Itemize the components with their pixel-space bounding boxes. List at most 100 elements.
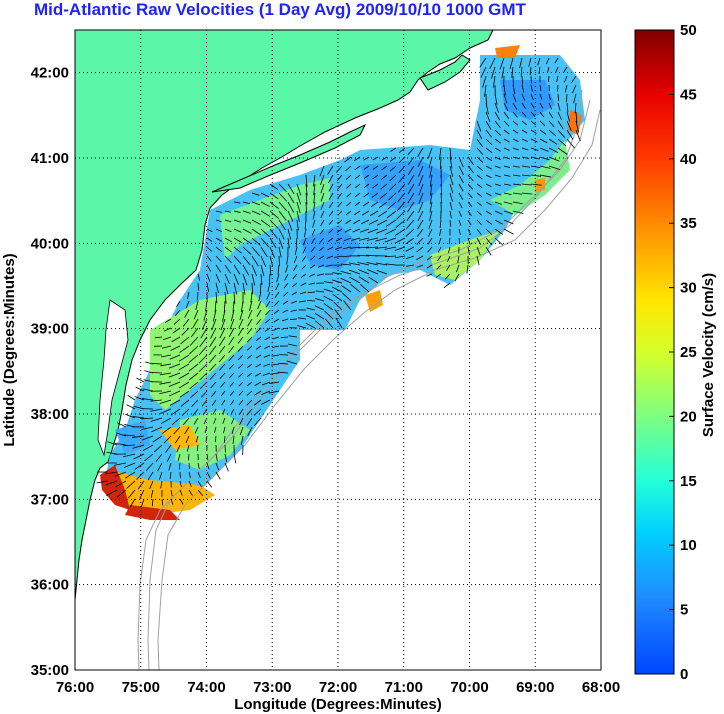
velocity-arrow	[278, 219, 286, 231]
velocity-arrow	[180, 399, 190, 407]
velocity-arrow	[296, 210, 300, 222]
velocity-arrow	[503, 120, 510, 127]
velocity-arrow	[458, 174, 464, 184]
velocity-arrow	[418, 174, 424, 187]
velocity-arrow	[354, 165, 361, 171]
velocity-arrow	[160, 480, 163, 489]
y-tick-labels: 42:00 41:00 40:00 39:00 38:00 37:00 36:00 35:00	[31, 65, 69, 679]
velocity-arrow	[251, 210, 261, 215]
velocity-arrow	[476, 246, 481, 256]
velocity-arrow	[174, 309, 181, 316]
velocity-arrow	[354, 174, 361, 180]
velocity-arrow	[233, 201, 241, 204]
velocity-arrow	[247, 318, 253, 327]
velocity-arrow	[136, 377, 145, 383]
velocity-arrow	[503, 210, 514, 215]
velocity-arrow	[566, 138, 575, 149]
velocity-arrow	[260, 201, 270, 207]
velocity-arrow	[233, 453, 237, 464]
velocity-arrow	[428, 219, 433, 229]
velocity-arrow	[278, 228, 285, 240]
velocity-arrow	[379, 192, 388, 199]
velocity-arrow	[159, 399, 172, 404]
velocity-arrow	[479, 57, 487, 68]
velocity-arrow	[458, 183, 464, 192]
velocity-arrow	[213, 417, 217, 424]
velocity-arrow	[485, 183, 492, 187]
velocity-arrow	[145, 462, 154, 471]
velocity-arrow	[466, 264, 469, 274]
velocity-arrow	[269, 201, 279, 210]
velocity-arrow	[315, 290, 325, 293]
velocity-arrow	[494, 210, 503, 215]
velocity-arrow	[160, 417, 172, 424]
velocity-arrow	[292, 282, 298, 288]
velocity-arrow	[163, 435, 172, 444]
velocity-arrow	[147, 471, 154, 481]
velocity-arrow	[557, 102, 561, 111]
velocity-arrow	[246, 399, 253, 406]
velocity-arrow	[233, 291, 236, 304]
velocity-arrow	[320, 210, 325, 218]
velocity-arrow	[476, 174, 483, 180]
velocity-arrow	[224, 291, 227, 304]
velocity-arrow	[557, 129, 566, 138]
velocity-arrow	[314, 320, 325, 329]
velocity-arrow	[135, 386, 145, 392]
velocity-arrow	[246, 345, 253, 351]
velocity-arrow	[521, 111, 527, 117]
velocity-arrow	[132, 444, 145, 449]
velocity-arrow	[251, 264, 258, 277]
velocity-arrow	[530, 138, 538, 143]
velocity-arrow	[229, 381, 235, 387]
velocity-arrow	[332, 286, 343, 293]
velocity-arrow	[224, 228, 232, 233]
velocity-arrow	[320, 183, 325, 194]
velocity-arrow	[341, 292, 352, 302]
velocity-arrow	[215, 210, 222, 213]
velocity-arrow	[503, 147, 510, 151]
velocity-arrow	[251, 273, 256, 286]
velocity-arrow	[332, 279, 343, 284]
velocity-arrow	[153, 444, 163, 453]
velocity-arrow	[190, 327, 199, 338]
velocity-arrow	[440, 192, 443, 204]
velocity-arrow	[467, 192, 473, 199]
velocity-arrow	[171, 417, 181, 426]
velocity-arrow	[242, 255, 251, 266]
velocity-arrow	[307, 291, 316, 293]
velocity-arrow	[512, 165, 520, 168]
velocity-arrow	[287, 351, 298, 356]
velocity-arrow	[132, 435, 145, 438]
velocity-arrow	[150, 399, 163, 402]
cape-cod	[419, 54, 471, 91]
velocity-arrow	[251, 201, 261, 206]
colorbar	[634, 29, 675, 675]
velocity-arrow	[566, 102, 569, 113]
velocity-arrow	[467, 210, 472, 217]
velocity-arrow	[476, 228, 482, 235]
x-tick-label: 68:00	[582, 679, 620, 696]
velocity-arrow	[270, 363, 280, 366]
velocity-arrow	[141, 435, 154, 441]
velocity-arrow	[512, 84, 516, 95]
velocity-arrow	[476, 165, 483, 172]
velocity-arrow	[539, 120, 546, 127]
velocity-arrow	[273, 318, 280, 323]
velocity-arrow	[265, 309, 271, 316]
velocity-arrow	[328, 183, 334, 192]
velocity-arrow	[268, 390, 280, 394]
velocity-arrow	[512, 129, 519, 134]
velocity-arrow	[237, 345, 244, 352]
x-tick-labels: 76:00 75:00 74:00 73:00 72:00 71:00 70:00 69:00…	[56, 679, 620, 696]
velocity-arrow	[290, 309, 298, 312]
velocity-arrow	[334, 255, 343, 258]
velocity-arrow	[343, 300, 352, 311]
velocity-arrow	[293, 264, 298, 272]
velocity-arrow	[197, 282, 200, 291]
velocity-arrow	[336, 174, 343, 182]
velocity-arrow	[429, 210, 433, 221]
velocity-arrow	[150, 489, 154, 498]
velocity-arrow	[188, 480, 192, 487]
velocity-arrow	[269, 192, 279, 200]
